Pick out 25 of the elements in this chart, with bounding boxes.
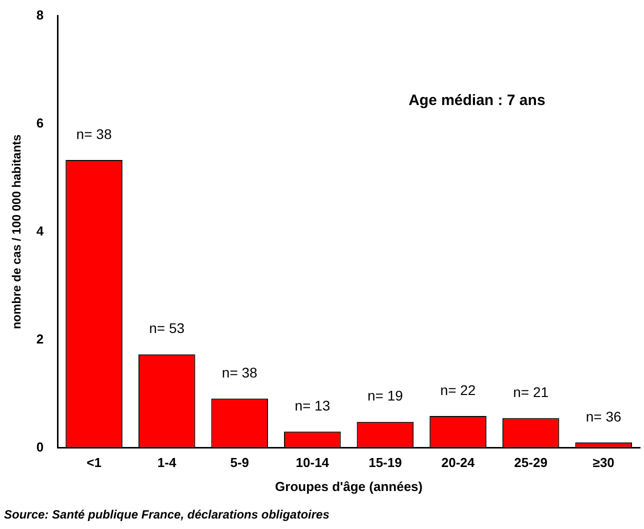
y-tick-label: 6 (36, 115, 44, 130)
x-tick-label: 1-4 (157, 455, 177, 470)
annotation: n= 19 (367, 388, 404, 404)
annotation: n= 53 (149, 320, 185, 336)
y-tick-label: 2 (36, 331, 44, 346)
x-axis-title: Groupes d'âge (années) (275, 478, 423, 494)
x-tick-label: <1 (86, 455, 102, 470)
source-note: Source: Santé publique France, déclarations obligatoires (4, 507, 330, 522)
y-tick-label: 0 (36, 439, 44, 454)
x-tick-label: 15-19 (368, 455, 402, 470)
x-tick-label: 25-29 (514, 455, 548, 470)
y-tick-label: 8 (36, 7, 44, 22)
y-tick-label: 4 (36, 223, 44, 238)
annotation: n= 38 (76, 126, 112, 142)
annotation: Age médian : 7 ans (408, 92, 546, 109)
x-tick-label: 10-14 (296, 455, 330, 470)
annotation: n= 38 (222, 364, 258, 381)
annotation: n= 21 (513, 384, 549, 400)
annotation: n= 36 (586, 408, 622, 424)
x-tick-label: 20-24 (441, 455, 476, 470)
x-tick-label: ≥30 (592, 455, 614, 470)
x-tick-label: 5-9 (230, 455, 250, 470)
annotation: n= 13 (294, 397, 330, 414)
y-axis-title: nombre de cas / 100 000 habitants (10, 134, 24, 330)
annotation: n= 22 (440, 382, 476, 398)
